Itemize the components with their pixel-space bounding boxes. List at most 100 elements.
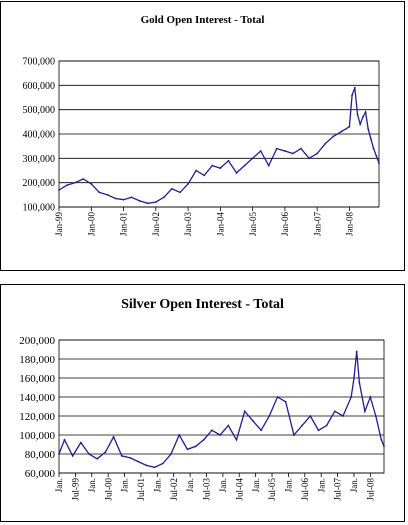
silver-data-point <box>342 415 344 417</box>
silver-data-point <box>129 456 131 459</box>
silver-data-point <box>268 415 271 417</box>
gold-data-point <box>351 94 354 96</box>
silver-data-point <box>235 438 238 441</box>
gold-chart-panel: Gold Open Interest - Total 100,000 200,00… <box>0 1 405 271</box>
silver-data-point <box>276 396 279 398</box>
gold-data-point <box>267 164 270 167</box>
gold-data-point <box>243 164 246 167</box>
silver-data-point <box>333 410 336 413</box>
gold-data-point <box>82 178 85 180</box>
gold-y-tick-label: 500,000 <box>23 105 56 116</box>
gold-data-point <box>122 198 125 201</box>
silver-data-point <box>355 350 358 353</box>
gold-data-point <box>187 182 189 185</box>
silver-data-point <box>120 455 123 457</box>
gold-data-point <box>130 196 133 199</box>
gold-data-point <box>308 157 310 160</box>
silver-data-point <box>161 462 164 465</box>
gold-x-tick-label: Jan-00 <box>86 212 96 236</box>
silver-data-point <box>79 441 82 444</box>
silver-x-tick-label: Jan. <box>349 478 359 492</box>
silver-data-point <box>243 410 246 413</box>
silver-series-line <box>58 351 385 468</box>
gold-chart: 100,000 200,000 300,000 400,000 500,000 600,0… <box>23 57 380 236</box>
silver-y-tick-label: 200,000 <box>19 335 55 347</box>
silver-x-tick-label: Jul-00 <box>103 478 113 501</box>
silver-data-point <box>137 460 140 463</box>
silver-data-point <box>284 400 287 403</box>
silver-x-tick-label: Jan. <box>284 478 294 492</box>
gold-data-point <box>227 159 230 162</box>
gold-x-tick-label: Jan-05 <box>248 212 258 236</box>
silver-data-point <box>292 434 295 436</box>
silver-data-point <box>252 419 254 422</box>
silver-y-tick-label: 140,000 <box>19 392 55 404</box>
gold-data-point <box>364 111 367 113</box>
gold-x-tick-label: Jan-04 <box>215 212 225 236</box>
silver-data-point <box>363 410 366 413</box>
silver-x-tick-label: Jul-99 <box>71 478 81 501</box>
silver-data-point <box>227 424 230 427</box>
gold-data-point <box>106 193 109 196</box>
silver-x-tick-label: Jan. <box>316 478 326 492</box>
silver-y-tick-label: 180,000 <box>19 354 55 366</box>
gold-data-point <box>114 197 117 200</box>
gold-y-tick-label: 700,000 <box>23 57 56 68</box>
silver-chart-title: Silver Open Interest - Total <box>121 297 284 312</box>
silver-data-point <box>202 438 205 441</box>
gold-data-point <box>332 135 335 138</box>
silver-x-tick-label: Jan. <box>87 478 97 492</box>
gold-data-point <box>356 113 359 116</box>
silver-data-point <box>383 445 385 448</box>
gold-data-point <box>372 147 375 150</box>
silver-x-tick-label: Jan. <box>218 478 228 492</box>
silver-y-tick-label: 160,000 <box>19 373 55 385</box>
gold-y-tick-label: 300,000 <box>23 154 56 165</box>
gold-data-point <box>171 187 173 190</box>
gold-data-point <box>235 172 238 174</box>
silver-x-tick-label: Jul-06 <box>300 478 310 501</box>
gold-x-tick-label: Jan-08 <box>345 212 355 236</box>
gold-data-point <box>219 167 222 169</box>
gold-data-point <box>146 202 149 205</box>
gold-x-tick-label: Jan-06 <box>280 212 290 236</box>
gold-data-point <box>348 125 351 128</box>
silver-y-tick-label: 60,000 <box>25 468 56 480</box>
gold-data-point <box>251 157 254 160</box>
silver-data-point <box>309 415 312 417</box>
gold-y-tick-label: 400,000 <box>23 130 56 141</box>
silver-x-tick-label: Jan. <box>185 478 195 492</box>
gold-data-point <box>138 200 141 202</box>
gold-data-point <box>98 191 101 194</box>
silver-y-tick-label: 120,000 <box>19 411 55 423</box>
silver-data-point <box>350 396 353 398</box>
silver-data-point <box>301 424 303 427</box>
gold-data-point <box>154 201 157 204</box>
silver-data-point <box>380 438 383 441</box>
gold-data-point <box>90 182 93 185</box>
silver-data-point <box>170 453 172 455</box>
gold-data-point <box>58 189 60 191</box>
silver-x-tick-label: Jul-05 <box>267 478 277 501</box>
silver-x-tick-label: Jul-07 <box>333 478 343 501</box>
gold-x-tick-label: Jan-99 <box>54 212 64 236</box>
gold-data-point <box>359 123 362 126</box>
silver-x-tick-label: Jan. <box>152 478 162 492</box>
gold-y-tick-label: 200,000 <box>23 178 56 189</box>
gold-data-point <box>370 137 372 140</box>
gold-data-point <box>275 147 278 150</box>
gold-x-tick-label: Jan-02 <box>151 212 161 236</box>
silver-data-point <box>353 377 355 379</box>
silver-data-point <box>260 429 263 432</box>
gold-data-point <box>340 130 343 133</box>
silver-data-point <box>317 429 320 432</box>
gold-data-point <box>292 152 294 155</box>
silver-data-point <box>194 445 197 448</box>
gold-data-point <box>195 169 198 172</box>
gold-x-tick-label: Jan-01 <box>119 212 129 236</box>
silver-data-point <box>178 434 181 436</box>
silver-data-point <box>219 434 222 436</box>
gold-data-point <box>353 86 356 89</box>
silver-data-point <box>145 464 148 467</box>
gold-data-point <box>66 184 68 187</box>
